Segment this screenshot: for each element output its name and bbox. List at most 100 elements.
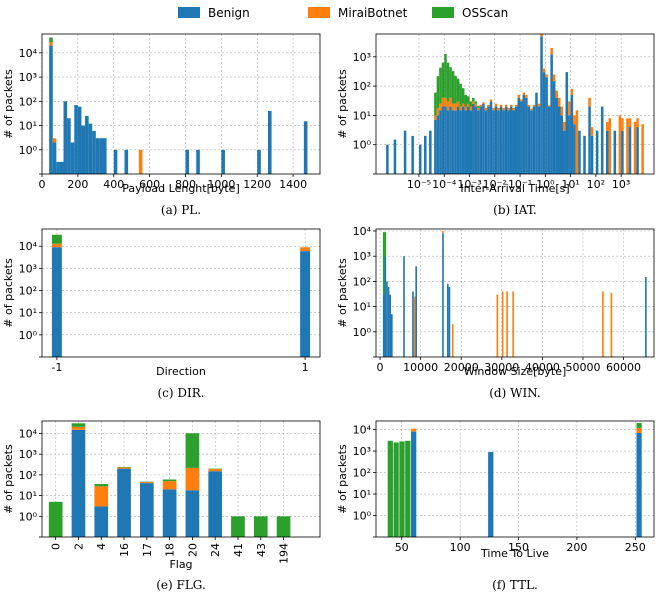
- bar-miraibotnet: [608, 118, 612, 174]
- bar-miraibotnet: [439, 103, 442, 111]
- bar-miraibotnet: [542, 68, 546, 73]
- bar-osscan: [477, 105, 480, 108]
- bar-miraibotnet: [506, 291, 508, 357]
- x-axis-label: Payload Lenght[byte]: [122, 182, 240, 195]
- bars: [48, 423, 291, 537]
- bar-benign: [537, 106, 541, 174]
- legend-label: MiraiBotnet: [338, 6, 408, 20]
- bar-benign: [415, 266, 417, 357]
- bar-benign: [49, 45, 53, 174]
- y-axis: 10⁰ 10¹ 10² 10³ 10⁴ # of packets: [2, 240, 42, 358]
- bar-osscan: [162, 479, 177, 482]
- bar-miraibotnet: [494, 103, 498, 107]
- y-tick-label: 10¹: [19, 120, 37, 133]
- bar-miraibotnet: [492, 107, 495, 111]
- bar-benign: [386, 281, 388, 357]
- y-axis-label: # of packets: [2, 258, 15, 328]
- bar-osscan: [51, 234, 62, 244]
- bar-benign: [573, 124, 576, 174]
- bar-benign: [412, 291, 414, 357]
- bar-miraibotnet: [520, 99, 523, 102]
- grid: [376, 421, 654, 537]
- x-tick-label: -1: [51, 361, 62, 374]
- bar-miraibotnet: [456, 101, 460, 107]
- bar-benign: [117, 468, 131, 537]
- bar-benign: [469, 110, 473, 174]
- bar-osscan: [393, 442, 399, 537]
- bar-osscan: [459, 83, 462, 107]
- bar-benign: [85, 115, 89, 174]
- bar-osscan: [399, 441, 405, 537]
- bar-osscan: [449, 67, 452, 98]
- figure-caption: (e) FLG.: [156, 578, 206, 592]
- bar-benign: [482, 103, 485, 174]
- x-tick-label: 40000: [525, 361, 560, 374]
- bar-benign: [63, 101, 68, 174]
- x-axis: -1 1 Direction: [51, 357, 309, 378]
- x-tick-label: 20: [186, 543, 199, 557]
- bar-miraibotnet: [208, 469, 223, 472]
- bar-osscan: [384, 232, 387, 257]
- bar-benign: [185, 149, 190, 174]
- legend-label: Benign: [208, 6, 250, 20]
- bar-benign: [208, 471, 223, 537]
- x-tick-label: 43: [255, 543, 268, 557]
- bar-benign: [542, 72, 546, 174]
- bar-miraibotnet: [479, 104, 483, 107]
- bar-miraibotnet: [547, 105, 551, 107]
- bar-benign: [448, 286, 451, 357]
- y-tick-label: 10³: [19, 448, 37, 461]
- bar-benign: [613, 130, 617, 174]
- bar-miraibotnet: [94, 486, 109, 507]
- grid: [376, 229, 654, 357]
- y-tick-label: 10⁰: [19, 144, 38, 157]
- bar-miraibotnet: [482, 102, 485, 104]
- bar-miraibotnet: [504, 104, 508, 107]
- legend: Benign MiraiBotnet OSScan: [0, 0, 668, 26]
- bar-benign: [570, 94, 574, 174]
- bar-miraibotnet: [502, 107, 505, 111]
- y-tick-label: 10¹: [19, 307, 37, 320]
- bar-benign: [557, 106, 561, 174]
- x-tick-label: 150: [508, 541, 529, 554]
- bar-benign: [600, 106, 604, 174]
- bar-miraibotnet: [411, 428, 417, 432]
- bar-osscan: [94, 484, 109, 487]
- bar-benign: [530, 110, 533, 174]
- bar-benign: [77, 106, 82, 174]
- x-tick-label: 1: [302, 361, 309, 374]
- bar-benign: [447, 283, 449, 357]
- y-tick-label: 10²: [19, 95, 37, 108]
- bar-benign: [522, 94, 526, 174]
- y-tick-label: 10⁰: [19, 329, 38, 342]
- bar-miraibotnet: [537, 103, 541, 107]
- bar-miraibotnet: [162, 481, 177, 490]
- bar-miraibotnet: [497, 107, 500, 111]
- y-tick-label: 10¹: [19, 490, 37, 503]
- y-tick-label: 10³: [353, 51, 371, 64]
- bar-osscan: [441, 62, 445, 98]
- bar-miraibotnet: [441, 97, 445, 107]
- y-axis-label: # of packets: [2, 444, 15, 514]
- bar-miraibotnet: [484, 107, 488, 111]
- bar-benign: [81, 125, 86, 174]
- bar-benign: [547, 106, 551, 174]
- bar-osscan: [231, 516, 245, 537]
- bar-miraibotnet: [49, 42, 53, 46]
- bar-miraibotnet: [489, 99, 493, 102]
- bar-miraibotnet: [550, 47, 553, 55]
- x-tick-label: 20000: [444, 361, 479, 374]
- x-axis: 50 100 150 200 250 Time To Live: [395, 537, 646, 560]
- bar-benign: [494, 106, 498, 174]
- y-tick-label: 10⁴: [19, 240, 38, 253]
- legend-swatch: [178, 7, 200, 18]
- bar-miraibotnet: [545, 74, 548, 78]
- bar-benign: [162, 489, 177, 537]
- y-tick-label: 10⁰: [353, 510, 372, 523]
- bar-benign: [621, 130, 624, 174]
- bar-miraibotnet: [557, 97, 561, 107]
- bar-benign: [499, 106, 503, 174]
- bar-benign: [532, 106, 536, 174]
- bar-miraibotnet: [51, 243, 62, 248]
- bar-benign: [403, 256, 405, 357]
